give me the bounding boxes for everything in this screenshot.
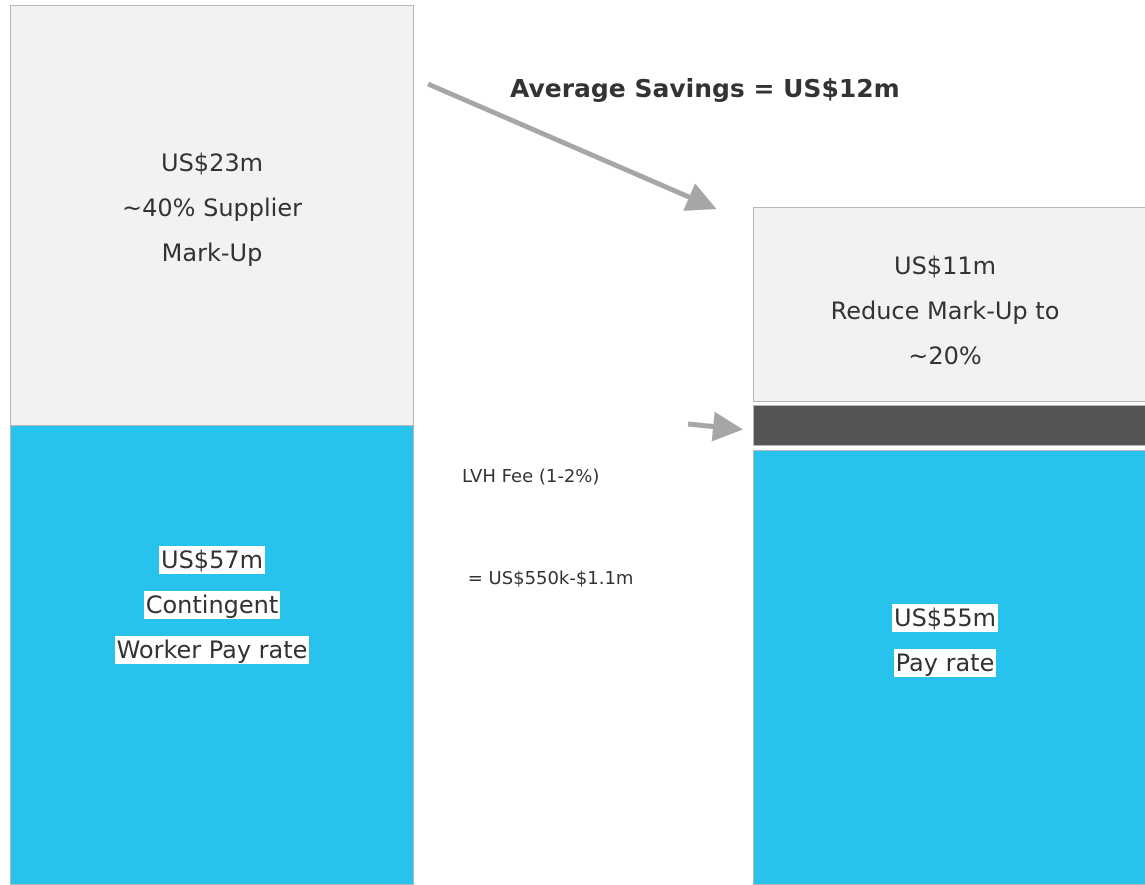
- right-markup-text: US$11m Reduce Mark-Up to ~20%: [746, 244, 1144, 379]
- label: Mark-Up: [161, 239, 263, 267]
- fee-text: LVH Fee (1-2%) = US$550k-$1.1m: [462, 392, 633, 664]
- label: LVH Fee (1-2%): [462, 466, 600, 487]
- label: Reduce Mark-Up to: [830, 297, 1060, 325]
- label: US$11m: [894, 252, 996, 280]
- left-pay-box: US$57m Contingent Worker Pay rate: [10, 425, 414, 885]
- right-pay-box: US$55m Pay rate: [753, 450, 1145, 885]
- fee-arrow: [687, 411, 743, 442]
- label: = US$550k-$1.1m: [462, 568, 634, 589]
- label: ~40% Supplier: [122, 194, 302, 222]
- label: US$57m: [159, 546, 265, 574]
- title: Average Savings = US$12m: [510, 74, 900, 103]
- left-pay-text: US$57m Contingent Worker Pay rate: [11, 538, 413, 673]
- right-markup-box: US$11m Reduce Mark-Up to ~20%: [753, 207, 1145, 402]
- savings-arrow: [427, 81, 717, 211]
- label: Contingent: [143, 591, 281, 619]
- left-markup-text: US$23m ~40% Supplier Mark-Up: [11, 141, 413, 276]
- label: Pay rate: [893, 649, 997, 677]
- fee-box: [753, 405, 1145, 446]
- right-pay-text: US$55m Pay rate: [746, 596, 1144, 686]
- left-markup-box: US$23m ~40% Supplier Mark-Up: [10, 5, 414, 426]
- label: ~20%: [908, 342, 982, 370]
- label: Worker Pay rate: [114, 636, 310, 664]
- label: US$55m: [892, 604, 998, 632]
- label: US$23m: [161, 149, 263, 177]
